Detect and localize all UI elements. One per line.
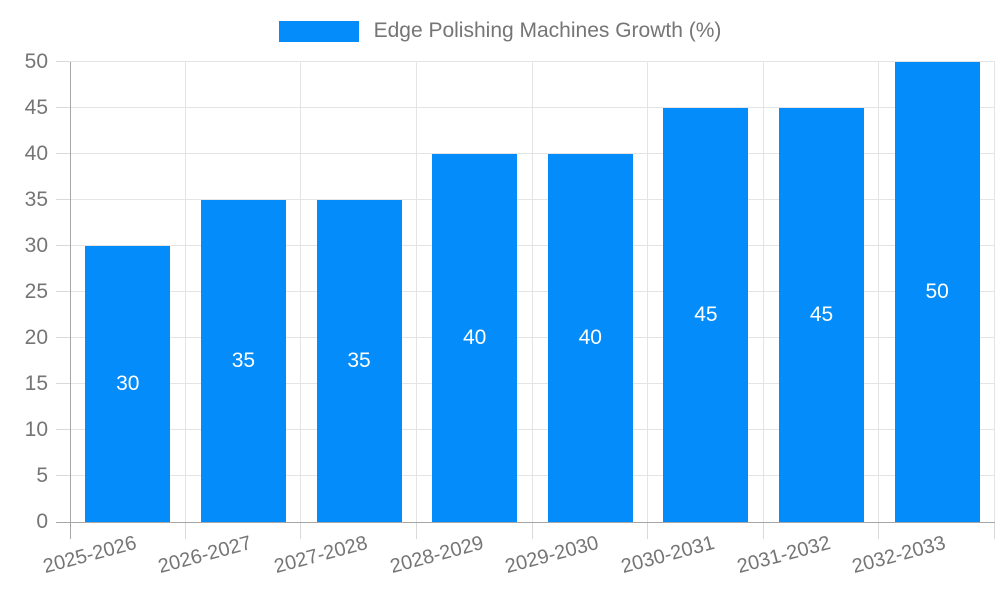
y-axis-tick — [56, 429, 70, 430]
bar-value-label: 30 — [116, 372, 140, 395]
gridline-vertical — [184, 62, 186, 522]
bar[interactable] — [547, 154, 633, 522]
y-axis-line — [70, 62, 71, 539]
y-axis-tick-label: 45 — [24, 96, 48, 119]
gridline-horizontal — [70, 383, 995, 384]
y-axis-tick-label: 5 — [36, 464, 48, 487]
bar[interactable] — [316, 200, 402, 522]
y-axis-tick-label: 25 — [24, 280, 48, 303]
y-axis-tick — [56, 475, 70, 476]
y-axis-tick — [56, 153, 70, 154]
x-axis-tick — [878, 522, 880, 539]
y-axis-tick-label: 10 — [24, 418, 48, 441]
gridline-horizontal — [70, 291, 995, 292]
bar-value-label: 45 — [809, 303, 834, 326]
x-axis-tick — [300, 522, 302, 539]
x-axis-tick — [762, 522, 764, 539]
y-axis-tick — [56, 199, 70, 200]
y-axis-tick-label: 20 — [24, 326, 48, 349]
gridline-vertical — [300, 62, 302, 522]
legend[interactable]: Edge Polishing Machines Growth (%) — [0, 19, 1000, 43]
bar[interactable] — [663, 108, 749, 522]
bar[interactable] — [779, 108, 865, 522]
gridline-horizontal — [70, 107, 995, 108]
gridline-vertical — [531, 62, 533, 522]
x-axis-tick — [994, 522, 995, 539]
gridline-horizontal — [70, 61, 995, 62]
gridline-vertical — [415, 62, 417, 522]
gridline-horizontal — [70, 245, 995, 246]
gridline-vertical — [647, 62, 649, 522]
y-axis-tick — [56, 337, 70, 338]
gridline-horizontal — [70, 475, 995, 476]
y-axis-tick-label: 30 — [24, 234, 48, 257]
legend-swatch — [278, 20, 359, 42]
x-axis-line — [56, 522, 995, 523]
bar-value-label: 35 — [347, 349, 371, 372]
y-axis-tick — [56, 61, 70, 62]
y-axis-tick-label: 50 — [24, 50, 48, 73]
bar[interactable] — [432, 154, 518, 522]
bar-value-label: 40 — [463, 326, 487, 349]
bar-value-label: 50 — [925, 280, 949, 303]
bar-value-label: 35 — [231, 349, 256, 372]
x-axis-tick — [647, 522, 649, 539]
x-axis-tick — [415, 522, 417, 539]
gridline-horizontal — [70, 429, 995, 430]
bar-value-label: 45 — [694, 303, 718, 326]
y-axis-tick-label: 35 — [24, 188, 48, 211]
bar[interactable] — [894, 62, 980, 522]
y-axis-tick — [56, 245, 70, 246]
legend-label: Edge Polishing Machines Growth (%) — [373, 19, 722, 42]
y-axis-tick — [56, 107, 70, 108]
bar-value-label: 40 — [578, 326, 602, 349]
gridline-horizontal — [70, 337, 995, 338]
gridline-vertical — [878, 62, 880, 522]
y-axis-tick — [56, 291, 70, 292]
bar[interactable] — [200, 200, 286, 522]
gridline-vertical — [994, 62, 995, 522]
gridline-horizontal — [70, 199, 995, 200]
gridline-horizontal — [70, 153, 995, 154]
x-axis-tick — [531, 522, 533, 539]
gridline-vertical — [762, 62, 764, 522]
y-axis-tick — [56, 383, 70, 384]
y-axis-tick-label: 40 — [24, 142, 48, 165]
bar[interactable] — [85, 246, 171, 522]
x-axis-tick — [184, 522, 186, 539]
y-axis-tick-label: 0 — [36, 510, 48, 533]
y-axis-tick-label: 15 — [24, 372, 48, 395]
